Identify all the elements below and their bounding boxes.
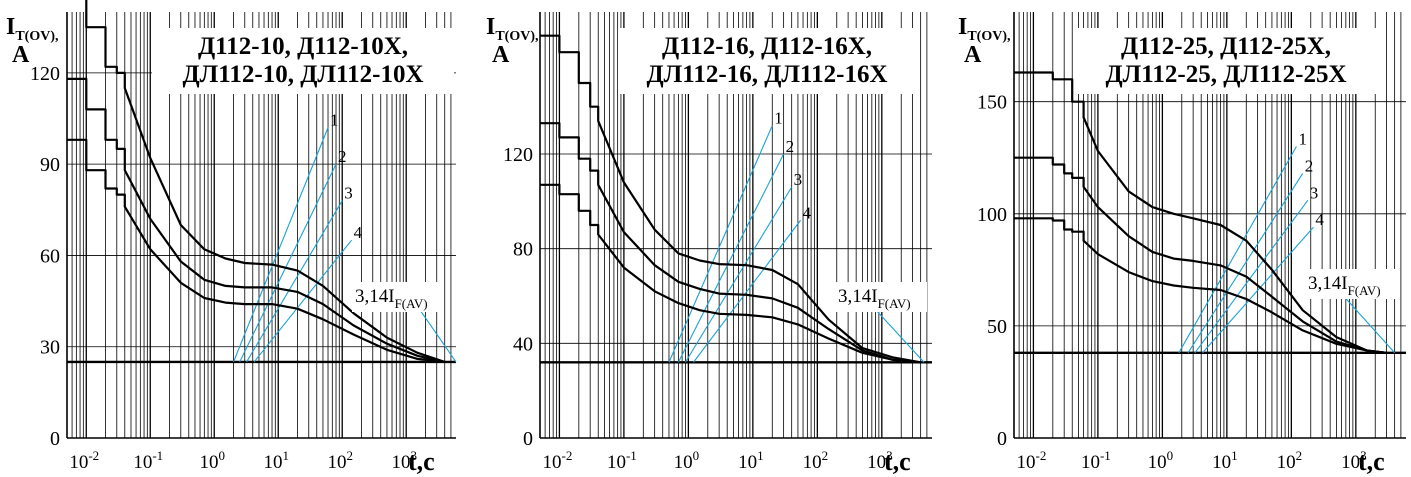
guide-label-4: 4	[354, 223, 363, 242]
x-tick-label: 10-1	[1081, 448, 1111, 473]
chart-panel-3: 1 2 3 4 Д112-25, Д112-25Х,ДЛ112-25, ДЛ112-25…	[958, 12, 1406, 476]
x-tick-label: 100	[674, 448, 700, 473]
guide-line-2	[677, 153, 785, 363]
y-axis-label: IT(OV),	[6, 14, 59, 44]
title-backdrop	[1076, 28, 1376, 94]
y-tick-label: 120	[503, 144, 533, 166]
y-tick-label: 0	[50, 428, 60, 450]
title-backdrop	[152, 28, 454, 94]
guide-line-3	[684, 186, 793, 363]
guide-line-4	[693, 219, 802, 363]
guide-label-2: 2	[1305, 156, 1314, 175]
chart-title-line-2: ДЛ112-25, ДЛ112-25Х	[1105, 61, 1346, 88]
series-curve-1	[1014, 71, 1387, 354]
x-tick-label: 103	[1341, 448, 1367, 473]
guide-line-1	[668, 125, 773, 363]
y-tick-label: 40	[513, 333, 533, 355]
guide-line-5	[871, 305, 925, 363]
guide-label-3: 3	[794, 170, 803, 189]
guide-line-4	[253, 239, 352, 363]
x-tick-label: 10-2	[69, 448, 99, 473]
guide-label-1: 1	[1298, 130, 1307, 149]
y-tick-label: 0	[523, 428, 533, 450]
chart-title-line-1: Д112-16, Д112-16Х,	[662, 33, 872, 60]
y-axis-unit: A	[492, 42, 510, 68]
x-tick-label: 101	[738, 448, 764, 473]
guide-line-1	[232, 127, 329, 363]
chart-panel-1: 1 2 3 4 Д112-10, Д112-10Х,ДЛ112-10, ДЛ112-10…	[6, 0, 457, 476]
y-tick-label: 80	[513, 239, 533, 261]
guide-line-2	[239, 163, 337, 363]
chart-title-line-2: ДЛ112-10, ДЛ112-10Х	[182, 61, 423, 88]
x-tick-label: 102	[803, 448, 829, 473]
y-axis-label: IT(OV),	[958, 14, 1011, 44]
y-tick-label: 0	[997, 428, 1007, 450]
chart-panel-2: 12 34 Д112-16, Д112-16Х,ДЛ112-16, ДЛ112-16…	[486, 12, 932, 476]
annotation-backdrop	[352, 282, 444, 312]
y-axis-label: IT(OV),	[486, 14, 539, 44]
guide-label-4: 4	[803, 203, 812, 222]
guide-line-2	[1187, 173, 1304, 354]
y-axis-unit: A	[12, 42, 30, 68]
series-curve-3	[67, 138, 445, 363]
annotation-label: 3,14IF(AV)	[1308, 273, 1381, 298]
x-axis-label: t,c	[1358, 447, 1385, 476]
series-curve-3	[1014, 217, 1387, 354]
series-curve-1	[540, 34, 921, 364]
x-tick-label: 101	[1212, 448, 1238, 473]
guide-line-1	[1178, 146, 1297, 354]
series-curve-2	[67, 77, 445, 363]
x-tick-label: 10-1	[607, 448, 637, 473]
x-tick-label: 102	[1277, 448, 1303, 473]
x-tick-label: 101	[263, 448, 289, 473]
x-axis-label: t,c	[884, 447, 911, 476]
guide-label-3: 3	[344, 184, 353, 203]
title-backdrop	[618, 28, 916, 94]
series-curve-1	[85, 0, 446, 363]
guide-line-4	[1202, 226, 1314, 354]
annotation-backdrop	[1305, 269, 1397, 299]
guide-label-2: 2	[786, 137, 795, 156]
chart-title-line-2: ДЛ112-16, ДЛ112-16Х	[646, 61, 887, 88]
series-curve-2	[540, 122, 921, 364]
x-tick-label: 100	[199, 448, 225, 473]
guide-label-1: 1	[330, 111, 339, 130]
y-tick-label: 30	[40, 337, 60, 359]
chart-title-line-1: Д112-25, Д112-25Х,	[1121, 33, 1331, 60]
x-tick-label: 10-2	[1016, 448, 1046, 473]
series-curve-2	[1014, 156, 1387, 354]
chart-title-line-1: Д112-10, Д112-10Х,	[198, 33, 408, 60]
y-tick-label: 100	[977, 204, 1007, 226]
x-tick-label: 10-1	[133, 448, 163, 473]
y-axis-unit: A	[964, 42, 982, 68]
guide-label-1: 1	[774, 109, 783, 128]
guide-label-4: 4	[1315, 210, 1324, 229]
x-tick-label: 10-2	[542, 448, 572, 473]
guide-label-3: 3	[1310, 183, 1319, 202]
x-tick-label: 100	[1148, 448, 1174, 473]
annotation-backdrop	[835, 282, 927, 312]
grid-lines	[67, 12, 456, 438]
guide-label-2: 2	[338, 147, 347, 166]
x-axis-label: t,c	[408, 447, 435, 476]
series-curve-3	[540, 183, 921, 364]
x-tick-label: 103	[867, 448, 893, 473]
x-tick-label: 102	[327, 448, 353, 473]
x-tick-label: 103	[391, 448, 417, 473]
annotation-label: 3,14IF(AV)	[838, 286, 911, 311]
annotation-label: 3,14IF(AV)	[355, 286, 428, 311]
y-tick-label: 120	[30, 63, 60, 85]
y-tick-label: 150	[977, 92, 1007, 114]
y-tick-label: 90	[40, 154, 60, 176]
y-tick-label: 50	[987, 316, 1007, 338]
y-tick-label: 60	[40, 245, 60, 267]
guide-line-3	[1194, 200, 1309, 354]
guide-line-3	[246, 200, 343, 363]
